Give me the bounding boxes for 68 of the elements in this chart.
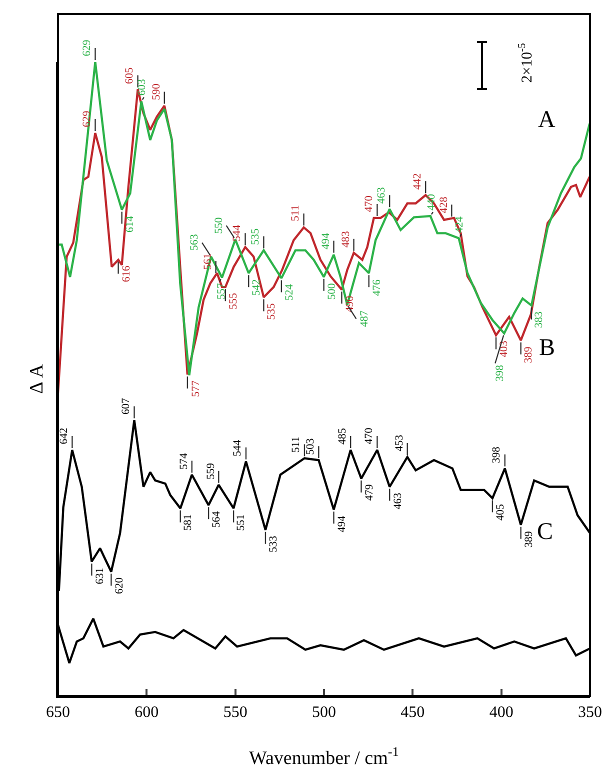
annotation: 511: [289, 205, 302, 222]
annotation: 494: [320, 232, 332, 250]
annotation: 383: [533, 310, 546, 328]
x-tick-label: 450: [400, 704, 425, 722]
annotation: 470: [363, 195, 376, 212]
annotation: 544: [231, 224, 244, 242]
annotation: 476: [370, 278, 383, 296]
annotation: 485: [336, 428, 349, 445]
annotation: 479: [364, 484, 376, 501]
annotation: 563: [188, 234, 200, 251]
annotation: A: [538, 107, 556, 133]
annotation: 642: [58, 428, 70, 444]
x-tick-label: 350: [578, 704, 602, 722]
annotation: 389: [522, 346, 535, 364]
annotation: 442: [411, 173, 424, 190]
x-tick-label: 650: [46, 704, 70, 722]
annotation: 494: [336, 515, 348, 532]
annotation: 405: [494, 504, 506, 521]
annotation: 535: [249, 228, 262, 246]
annotation: 559: [204, 462, 217, 480]
x-tick-label: 600: [134, 704, 159, 722]
annotation: 574: [178, 452, 190, 470]
annotation: 398: [490, 446, 502, 464]
annotation: 500: [326, 282, 338, 300]
annotation: B: [539, 335, 556, 361]
annotation: 398: [494, 364, 506, 382]
x-axis-title: Wavenumber / cm$^{-1}$: [249, 744, 399, 769]
annotation: 428: [438, 196, 450, 214]
annotation: 620: [113, 576, 126, 594]
annotation: 607: [120, 397, 132, 414]
annotation: 535: [266, 302, 278, 320]
annotation: 616: [120, 265, 132, 282]
annotation: 463: [392, 492, 404, 510]
annotation: 503: [304, 438, 317, 455]
annotation: 533: [268, 535, 280, 552]
annotation: 463: [376, 186, 388, 204]
annotation: 403: [498, 340, 510, 358]
annotation: 453: [393, 434, 406, 452]
annotation: 551: [235, 514, 248, 531]
annotation: 614: [124, 216, 136, 233]
annotation: 424: [454, 216, 466, 234]
annotation: 564: [210, 510, 222, 528]
annotation: 629: [81, 39, 94, 56]
annotation: 590: [150, 83, 163, 100]
annotation: 544: [232, 439, 244, 456]
annotation: 542: [250, 279, 263, 296]
x-tick-label: 400: [489, 704, 514, 722]
annotation: 557: [215, 282, 228, 300]
annotation: 581: [182, 514, 194, 531]
annotation: 511: [290, 436, 302, 453]
annotation: 440: [425, 193, 438, 210]
annotation: 605: [124, 67, 136, 84]
y-axis-title: Δ A: [26, 364, 48, 394]
x-tick-label: 550: [223, 704, 248, 722]
annotation: 389: [523, 530, 536, 548]
x-tick-label: 500: [312, 704, 336, 722]
annotation: 561: [202, 253, 214, 270]
annotation: 483: [340, 230, 352, 248]
annotation: C: [537, 519, 554, 545]
annotation: 603: [136, 78, 148, 96]
annotation: 524: [283, 284, 296, 301]
annotation: 550: [212, 216, 225, 234]
annotation: 631: [94, 568, 106, 584]
annotation: 487: [358, 310, 370, 328]
annotation: 629: [81, 110, 94, 128]
annotation: 555: [227, 292, 240, 310]
annotation: 577: [190, 380, 202, 398]
annotation: 470: [363, 427, 376, 444]
